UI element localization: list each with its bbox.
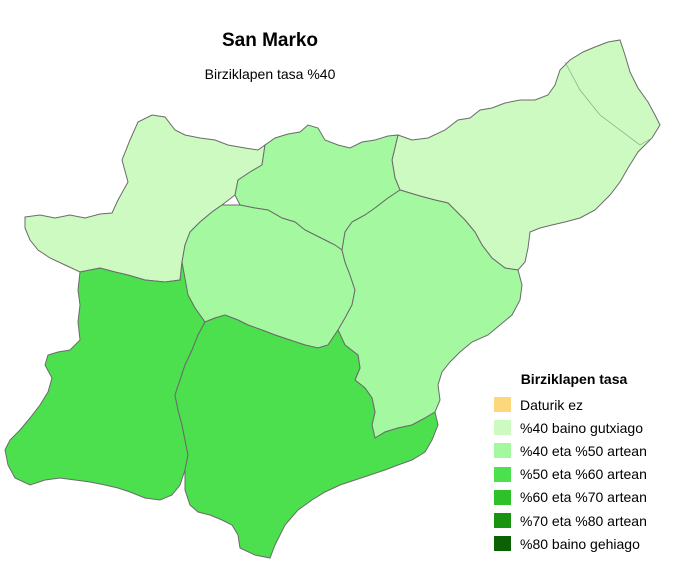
region-south-west[interactable]: [4, 261, 206, 501]
legend-swatch: [494, 420, 511, 436]
legend-item: %80 baino gehiago: [494, 532, 674, 555]
legend-item: %40 baino gutxiago: [494, 416, 674, 439]
legend-swatch: [494, 466, 511, 482]
legend-label: Daturik ez: [520, 396, 584, 413]
region-divider-line: [564, 61, 653, 146]
map-subtitle: Birziklapen tasa %40: [204, 66, 336, 82]
legend-title: Birziklapen tasa: [520, 371, 628, 387]
legend-label: %40 eta %50 artean: [520, 442, 647, 459]
legend: Birziklapen tasa Daturik ez %40 baino gut…: [494, 371, 674, 555]
legend-swatch: [494, 513, 511, 529]
legend-item: %50 eta %60 artean: [494, 463, 674, 486]
legend-item: %60 eta %70 artean: [494, 486, 674, 509]
legend-label: %70 eta %80 artean: [520, 512, 647, 529]
map-title: San Marko: [221, 30, 319, 51]
legend-label: %60 eta %70 artean: [520, 489, 647, 506]
legend-items: Daturik ez %40 baino gutxiago %40 eta %50 …: [494, 393, 674, 555]
legend-swatch: [494, 397, 511, 413]
legend-swatch: [494, 443, 511, 459]
legend-swatch: [494, 536, 511, 552]
legend-label: %80 baino gehiago: [520, 535, 640, 552]
region-south-central[interactable]: [174, 314, 439, 559]
legend-item: %40 eta %50 artean: [494, 439, 674, 462]
legend-label: %50 eta %60 artean: [520, 466, 647, 483]
legend-label: %40 baino gutxiago: [520, 419, 643, 436]
legend-item: Daturik ez: [494, 393, 674, 416]
legend-item: %70 eta %80 artean: [494, 509, 674, 532]
legend-swatch: [494, 489, 511, 505]
